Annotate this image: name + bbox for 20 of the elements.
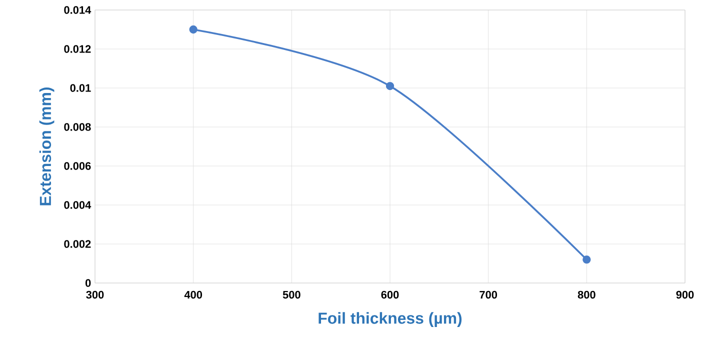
y-axis-title: Extension (mm) <box>39 88 54 206</box>
point <box>582 256 591 264</box>
y-tick-label: 0 <box>85 279 91 287</box>
x-tick-label: 500 <box>282 290 300 299</box>
y-tick-label: 0.01 <box>70 84 91 92</box>
point <box>386 82 394 90</box>
x-tick-label: 900 <box>676 290 694 299</box>
x-tick-label: 800 <box>578 290 596 299</box>
y-tick-label: 0.014 <box>64 6 92 14</box>
x-tick-label: 300 <box>86 290 104 299</box>
y-tick-label: 0.002 <box>64 240 91 248</box>
x-tick-label: 700 <box>480 290 498 299</box>
x-axis-title: Foil thickness (µm) <box>318 312 462 327</box>
y-tick-label: 0.012 <box>64 45 91 53</box>
x-tick-label: 600 <box>381 290 399 299</box>
y-tick-label: 0.006 <box>64 162 91 170</box>
point <box>189 25 198 34</box>
y-tick-label: 0.008 <box>64 123 91 131</box>
y-tick-label: 0.004 <box>64 201 92 209</box>
x-tick-label: 400 <box>184 290 202 299</box>
